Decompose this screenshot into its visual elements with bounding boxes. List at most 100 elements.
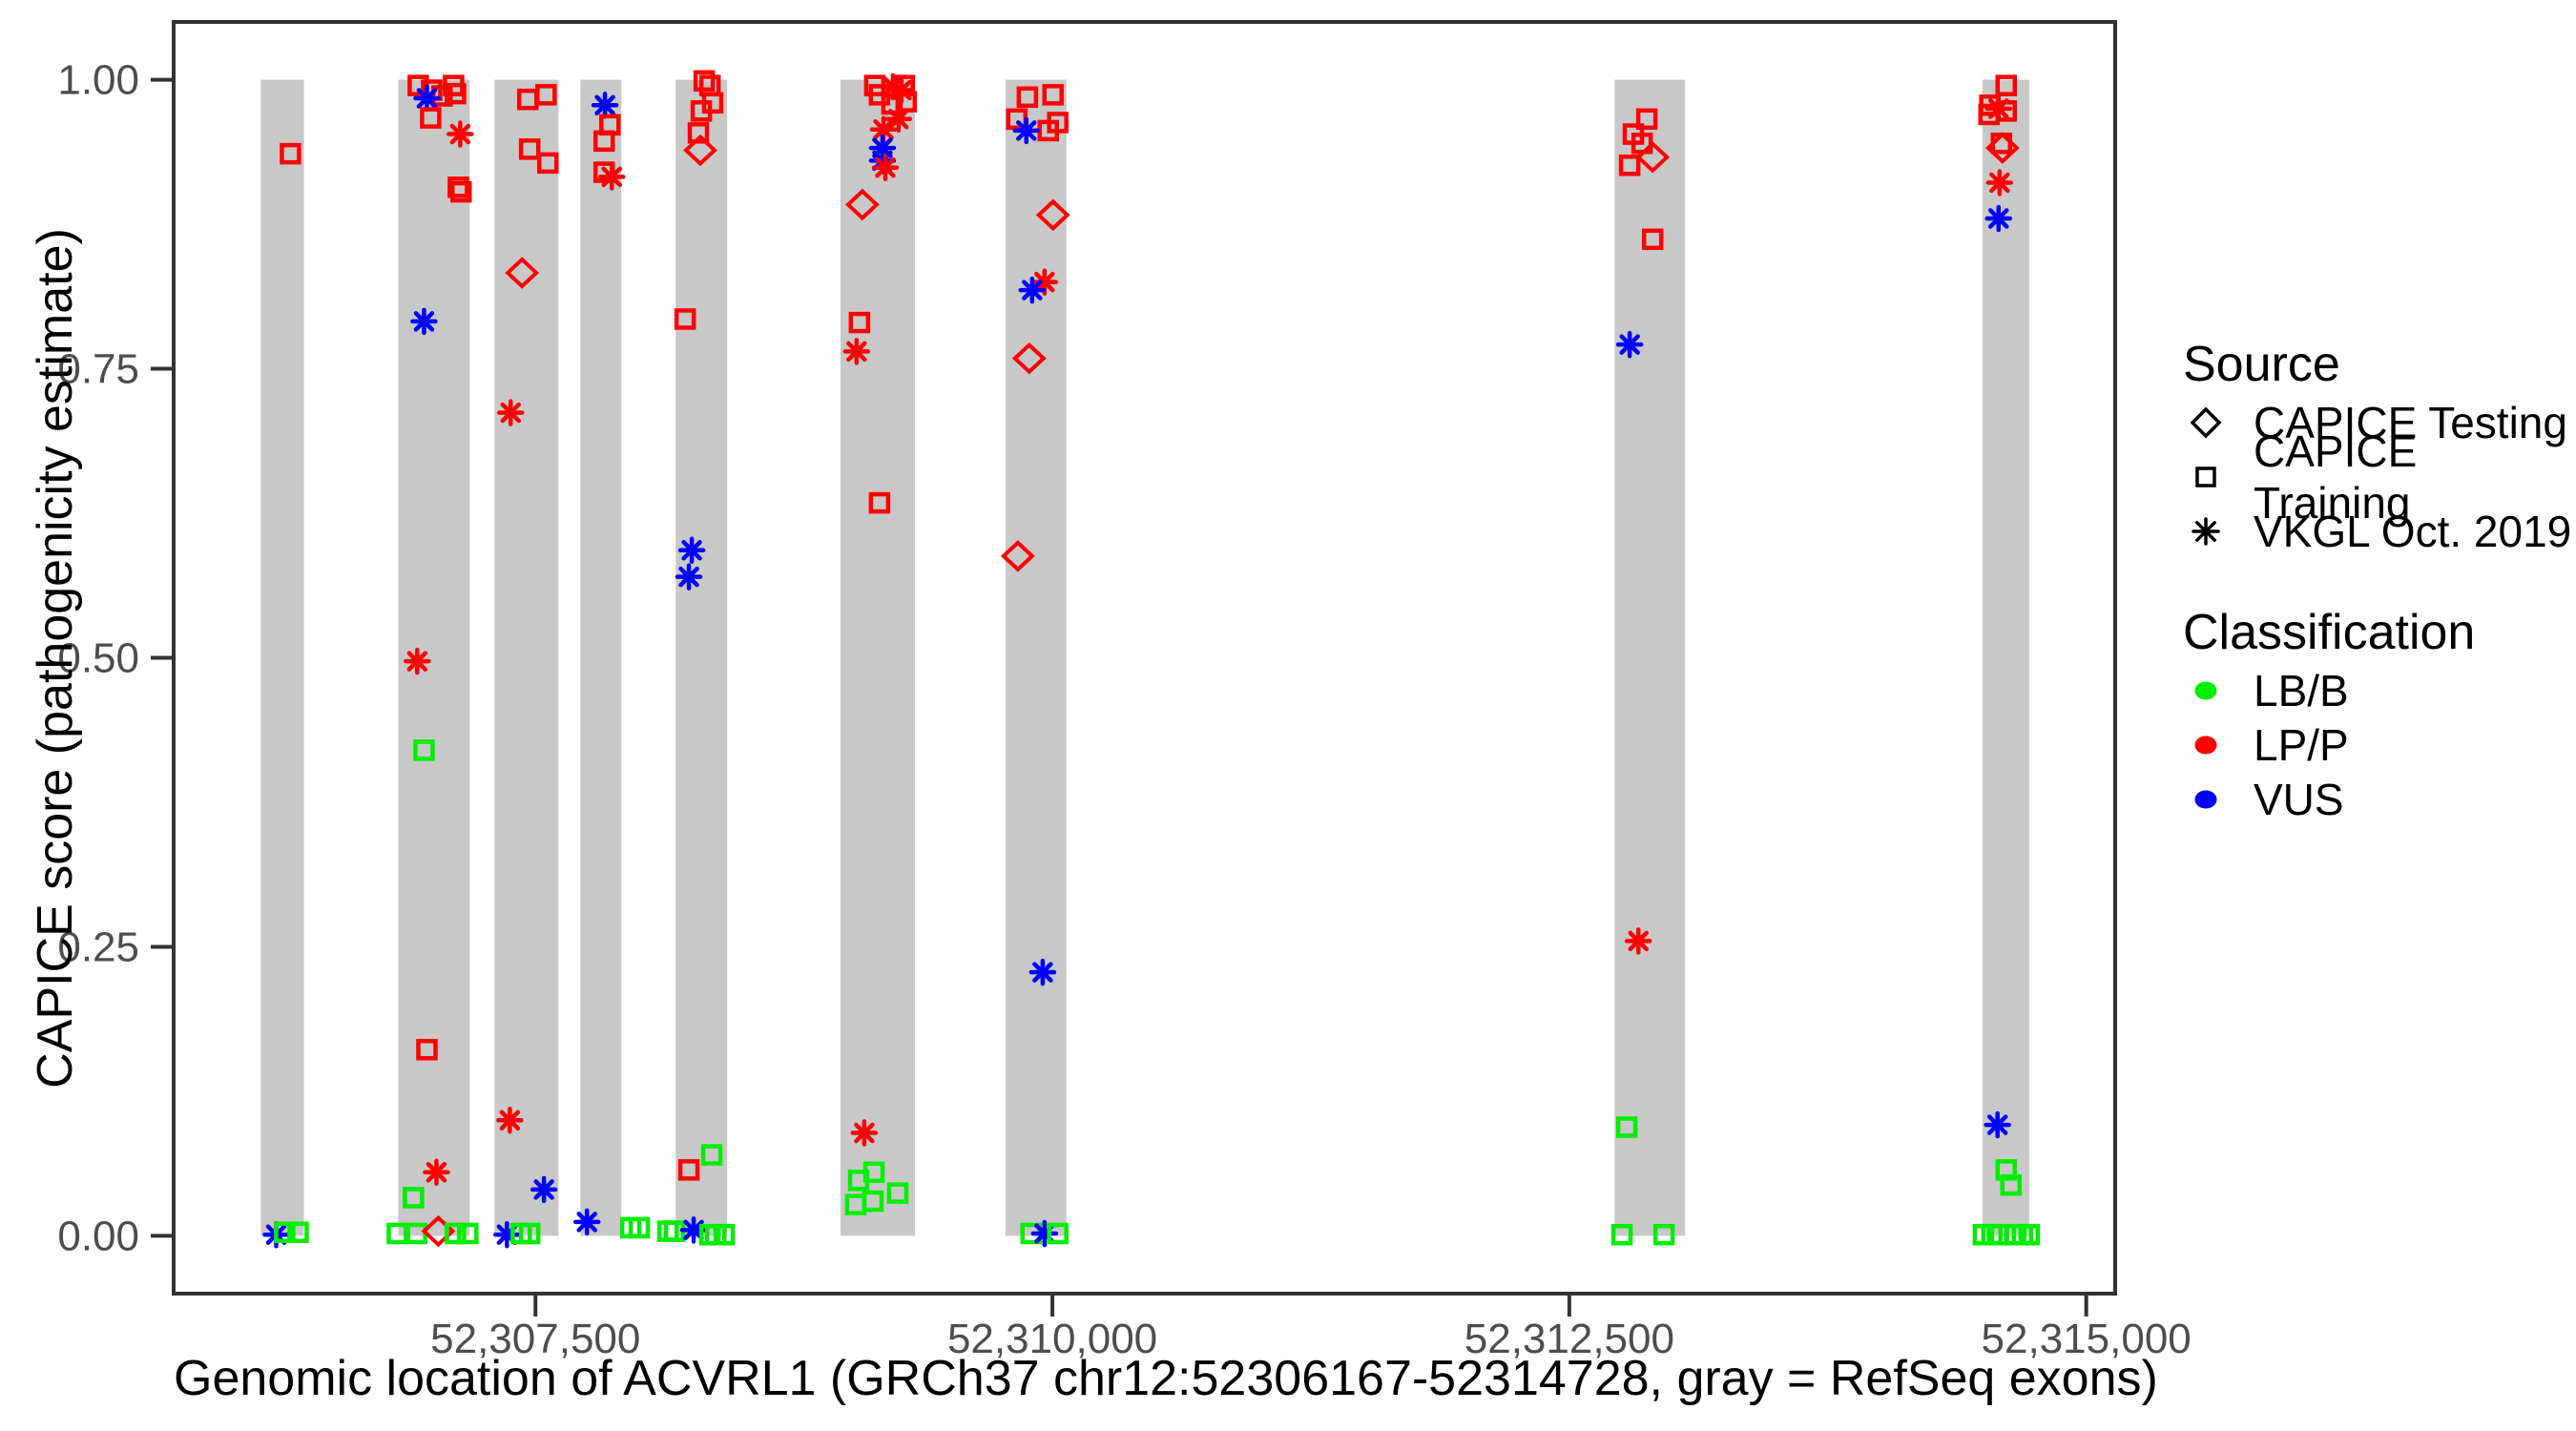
data-point: [457, 1222, 479, 1245]
square-legend-icon: [2195, 466, 2216, 487]
data-point: [1011, 342, 1047, 375]
data-point: [678, 566, 699, 588]
data-point: [848, 311, 871, 334]
exon-bar: [1005, 79, 1067, 1236]
exon-bar: [494, 79, 559, 1236]
data-point: [681, 540, 702, 561]
exon-bar: [1982, 79, 2029, 1236]
data-point: [533, 1179, 554, 1200]
exon-bar: [580, 79, 622, 1236]
legend-item-label: LB/B: [2254, 665, 2349, 716]
data-point: [886, 1182, 909, 1204]
data-point: [601, 166, 622, 188]
data-point: [1986, 1114, 2008, 1135]
data-point: [505, 257, 540, 289]
data-point: [1978, 103, 2001, 126]
data-point: [1034, 271, 1055, 293]
data-point: [1610, 1223, 1633, 1246]
legend-item-source: CAPICE Testing: [2183, 395, 2574, 449]
data-point: [1995, 74, 2018, 96]
data-point: [713, 1223, 736, 1246]
data-point: [413, 739, 435, 761]
data-point: [445, 82, 467, 105]
data-point: [844, 1193, 867, 1215]
data-point: [2018, 1223, 2041, 1246]
asterisk-legend-icon: [2192, 516, 2220, 546]
data-point: [1652, 1223, 1675, 1246]
data-point: [846, 341, 867, 363]
y-axis-tick-label: 0.75: [57, 346, 139, 393]
data-point: [687, 122, 710, 144]
color-dot-icon: [2183, 777, 2229, 822]
data-point: [406, 651, 428, 672]
square-icon: [2183, 454, 2229, 500]
diamond-legend-icon: [2190, 406, 2222, 438]
data-point: [431, 85, 453, 107]
data-point: [844, 188, 880, 221]
color-dot-icon: [2183, 668, 2229, 714]
asterisk-icon: [2183, 508, 2229, 554]
data-point: [1989, 172, 2010, 194]
data-point: [499, 1110, 521, 1130]
data-point: [537, 152, 559, 175]
data-point: [449, 180, 472, 203]
data-point: [1615, 1116, 1638, 1138]
exon-bar: [260, 79, 304, 1236]
data-point: [535, 84, 557, 106]
legend-classification-items: LB/B LP/P VUS: [2183, 663, 2574, 826]
data-point: [1000, 540, 1035, 572]
data-point: [518, 138, 541, 160]
data-point: [1016, 120, 1037, 141]
data-point: [447, 176, 469, 198]
data-point: [280, 142, 301, 165]
legend: Source CAPICE Testing CAPICE Training VKGL…: [2183, 336, 2574, 826]
data-point: [420, 107, 442, 129]
data-point: [690, 100, 713, 122]
data-point: [700, 1144, 723, 1166]
data-point: [592, 130, 615, 153]
legend-item-classification: LP/P: [2183, 717, 2574, 772]
data-point: [854, 1122, 875, 1144]
data-point: [1628, 930, 1649, 952]
data-point: [1635, 108, 1658, 131]
data-point: [287, 1221, 309, 1244]
data-point: [274, 1221, 296, 1244]
data-point: [674, 308, 696, 330]
x-axis-tick-label: 52,310,000: [947, 1316, 1157, 1362]
data-point: [628, 1216, 651, 1239]
x-axis-tick-label: 52,307,500: [430, 1316, 640, 1362]
data-point: [445, 1222, 467, 1245]
exon-bar: [840, 79, 915, 1236]
data-point: [426, 1162, 447, 1183]
exon-bar: [1614, 79, 1686, 1236]
data-point: [847, 1169, 870, 1192]
legend-item-label: CAPICE Training: [2254, 425, 2418, 528]
legend-item-classification: LB/B: [2183, 663, 2574, 717]
y-axis-tick-label: 0.25: [57, 923, 139, 970]
legend-item-label: CAPICE Testing: [2254, 397, 2567, 447]
x-axis-tick-label: 52,312,500: [1465, 1316, 1674, 1362]
data-point: [1022, 280, 1043, 301]
y-axis-tick-label: 0.00: [57, 1213, 139, 1259]
legend-classification-title: Classification: [2183, 605, 2476, 660]
data-point: [1635, 141, 1671, 174]
data-point: [1047, 1222, 1069, 1245]
data-point: [1016, 86, 1039, 109]
data-point: [875, 156, 896, 178]
data-point: [2000, 1173, 2023, 1196]
x-axis-title: Genomic location of ACVRL1 (GRCh37 chr12…: [174, 1351, 2158, 1406]
data-point: [683, 134, 717, 167]
data-point: [1641, 228, 1664, 251]
classification-dot-icon: [2194, 790, 2217, 808]
diamond-icon: [2183, 400, 2229, 446]
legend-item-label: LP/P: [2254, 719, 2349, 770]
y-axis-title: CAPICE score (pathogenicity estimate): [28, 228, 83, 1089]
classification-dot-icon: [2194, 736, 2217, 754]
legend-source-items: CAPICE Testing CAPICE Training VKGL Oct. 2…: [2183, 395, 2574, 558]
data-point: [873, 118, 894, 140]
data-point: [1619, 334, 1640, 355]
data-point: [416, 1039, 438, 1061]
exon-bar: [675, 79, 728, 1236]
